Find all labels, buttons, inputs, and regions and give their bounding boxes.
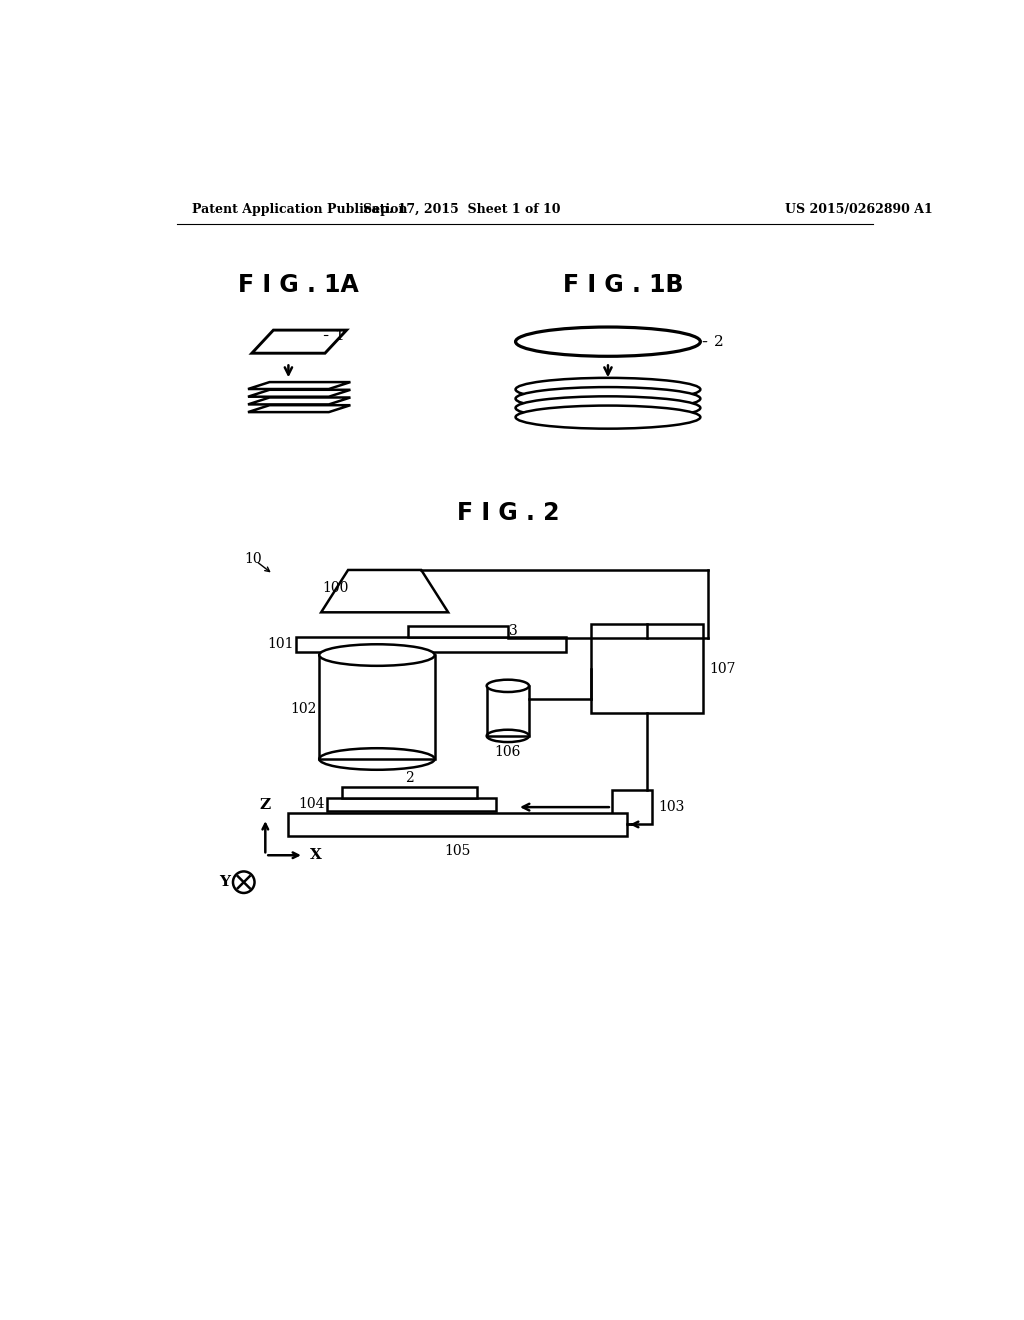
Polygon shape	[248, 381, 350, 389]
Bar	[611, 789, 652, 825]
Bar	[486, 686, 529, 737]
Text: F I G . 2: F I G . 2	[457, 500, 559, 524]
Text: 101: 101	[267, 638, 294, 651]
Text: Y: Y	[219, 875, 230, 890]
Bar	[591, 624, 702, 713]
Bar	[342, 787, 477, 797]
Text: 107: 107	[709, 661, 735, 676]
Text: 105: 105	[444, 843, 471, 858]
Bar	[327, 797, 497, 812]
Ellipse shape	[515, 387, 700, 411]
Bar	[408, 626, 508, 636]
Ellipse shape	[486, 680, 529, 692]
Text: 102: 102	[291, 702, 316, 715]
Text: Sep. 17, 2015  Sheet 1 of 10: Sep. 17, 2015 Sheet 1 of 10	[362, 203, 560, 216]
Text: 3: 3	[509, 624, 518, 638]
Ellipse shape	[515, 405, 700, 429]
Polygon shape	[248, 389, 350, 397]
Ellipse shape	[515, 396, 700, 420]
Text: 2: 2	[404, 771, 414, 785]
Polygon shape	[252, 330, 346, 354]
Text: F I G . 1B: F I G . 1B	[563, 273, 684, 297]
Text: US 2015/0262890 A1: US 2015/0262890 A1	[785, 203, 933, 216]
Text: 103: 103	[658, 800, 684, 814]
Text: X: X	[310, 849, 322, 862]
Polygon shape	[322, 570, 449, 612]
Ellipse shape	[515, 378, 700, 401]
Text: 2: 2	[714, 335, 723, 348]
Ellipse shape	[319, 644, 435, 665]
Text: 100: 100	[323, 581, 348, 595]
Text: 10: 10	[245, 552, 262, 566]
Bar	[319, 655, 435, 759]
Text: 104: 104	[298, 797, 325, 812]
Bar	[296, 636, 565, 652]
Text: Z: Z	[260, 799, 271, 812]
Circle shape	[233, 871, 255, 892]
Ellipse shape	[515, 327, 700, 356]
Bar	[289, 813, 628, 836]
Text: 106: 106	[495, 744, 521, 759]
Text: F I G . 1A: F I G . 1A	[238, 273, 358, 297]
Text: Patent Application Publication: Patent Application Publication	[193, 203, 408, 216]
Polygon shape	[248, 397, 350, 404]
Polygon shape	[248, 405, 350, 412]
Text: 1: 1	[335, 329, 344, 342]
